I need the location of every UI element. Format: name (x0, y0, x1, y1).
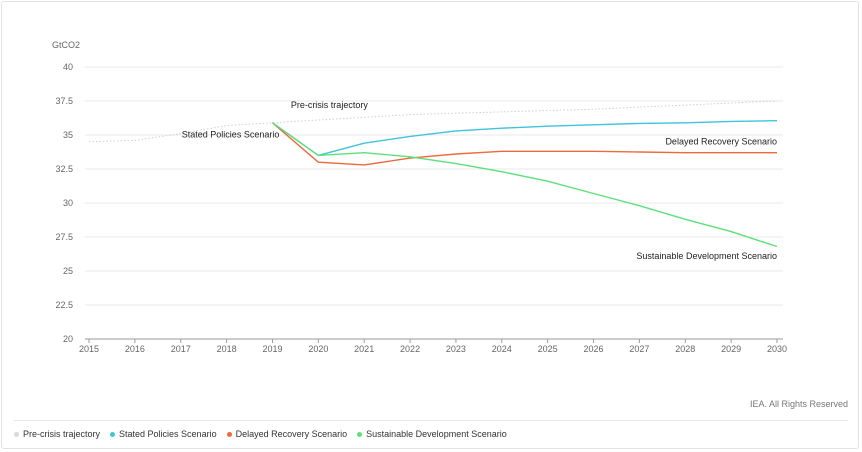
x-tick-label: 2022 (400, 344, 420, 354)
x-tick-label: 2020 (308, 344, 328, 354)
x-tick-label: 2029 (721, 344, 741, 354)
legend-label: Sustainable Development Scenario (366, 429, 507, 439)
legend-label: Delayed Recovery Scenario (236, 429, 348, 439)
legend-dot-icon (227, 432, 232, 437)
series-annotation-2: Delayed Recovery Scenario (665, 137, 777, 147)
x-tick-label: 2021 (354, 344, 374, 354)
series-annotation-0: Pre-crisis trajectory (291, 100, 369, 110)
y-tick-label: 27.5 (55, 232, 73, 242)
copyright-credit: IEA. All Rights Reserved (750, 399, 848, 409)
x-tick-label: 2026 (584, 344, 604, 354)
emissions-line-chart: GtCO2 2022.52527.53032.53537.540 2015 201… (0, 0, 862, 452)
x-tick-label: 2028 (675, 344, 695, 354)
x-tick-label: 2030 (767, 344, 787, 354)
y-tick-label: 40 (63, 62, 73, 72)
y-tick-label: 30 (63, 198, 73, 208)
x-tick-label: 2019 (262, 344, 282, 354)
x-tick-label: 2024 (492, 344, 512, 354)
legend-item-sustainable-development[interactable]: Sustainable Development Scenario (357, 429, 507, 439)
legend-label: Pre-crisis trajectory (23, 429, 100, 439)
legend-item-delayed-recovery[interactable]: Delayed Recovery Scenario (227, 429, 348, 439)
x-tick-label: 2018 (217, 344, 237, 354)
series-annotation-3: Sustainable Development Scenario (636, 251, 777, 261)
y-tick-label: 20 (63, 334, 73, 344)
legend-dot-icon (357, 432, 362, 437)
x-axis-ticks: 2015 2016 2017 2018 2019 2020 2021 2022 2023 2024… (79, 339, 787, 354)
series-lines (89, 101, 777, 247)
legend-divider (14, 420, 848, 421)
legend-dot-icon (14, 432, 19, 437)
x-tick-label: 2027 (629, 344, 649, 354)
legend-item-stated-policies[interactable]: Stated Policies Scenario (110, 429, 217, 439)
y-tick-label: 22.5 (55, 300, 73, 310)
x-tick-label: 2025 (538, 344, 558, 354)
x-tick-label: 2023 (446, 344, 466, 354)
legend-item-pre-crisis[interactable]: Pre-crisis trajectory (14, 429, 100, 439)
y-tick-label: 32.5 (55, 164, 73, 174)
series-annotation-1: Stated Policies Scenario (182, 130, 280, 140)
legend-dot-icon (110, 432, 115, 437)
legend-label: Stated Policies Scenario (119, 429, 217, 439)
legend: Pre-crisis trajectory Stated Policies Sc… (14, 429, 507, 439)
x-tick-label: 2015 (79, 344, 99, 354)
y-tick-label: 37.5 (55, 96, 73, 106)
gridlines (85, 67, 783, 339)
x-tick-label: 2016 (125, 344, 145, 354)
y-tick-label: 35 (63, 130, 73, 140)
y-tick-label: 25 (63, 266, 73, 276)
x-tick-label: 2017 (171, 344, 191, 354)
y-axis-ticks: 20 22.5 25 27.5 30 32.5 35 37.5 40 (55, 62, 73, 344)
y-axis-unit-label: GtCO2 (52, 40, 80, 50)
